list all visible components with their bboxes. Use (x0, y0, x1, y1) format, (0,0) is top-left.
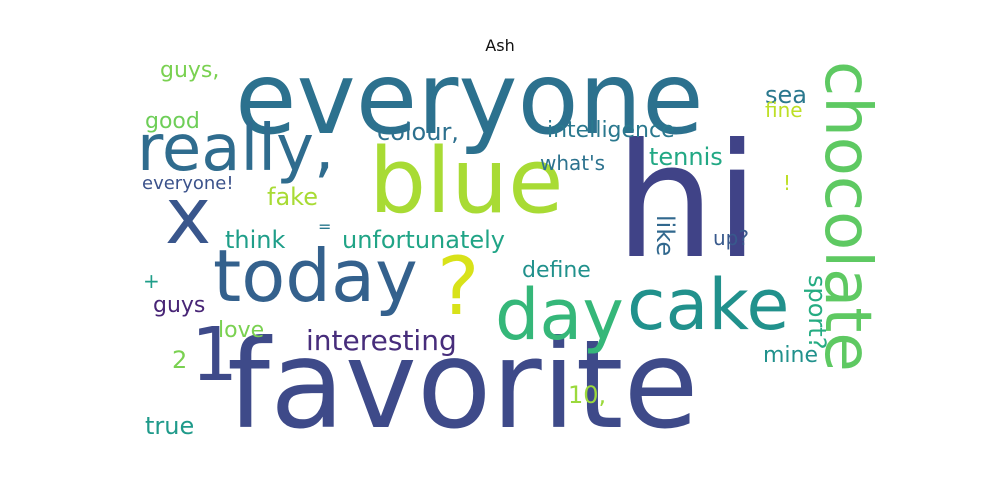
word-like: like (651, 215, 679, 257)
word-cloud: everyone hi favorite chocolate blue toda… (125, 49, 884, 460)
word-everyone-excl: everyone! (142, 173, 234, 194)
word-guys: guys (153, 293, 206, 318)
word-exclamation: ! (783, 171, 792, 195)
word-today: today (213, 234, 418, 318)
chart-title: Ash (485, 36, 515, 55)
word-day: day (495, 274, 624, 356)
word-chocolate: chocolate (810, 61, 884, 372)
word-whats: what's (540, 151, 606, 175)
word-blue: blue (369, 129, 564, 234)
word-colour: colour, (377, 118, 459, 146)
word-10: 10, (568, 381, 607, 409)
word-x: x (165, 172, 212, 262)
word-equals: = (318, 217, 332, 236)
word-plus: + (143, 269, 160, 293)
word-guys-comma: guys, (160, 58, 220, 83)
word-sport: sport? (803, 275, 831, 350)
word-2: 2 (172, 346, 188, 374)
word-mine: mine (763, 343, 819, 368)
word-fake: fake (267, 183, 318, 211)
word-tennis: tennis (649, 143, 723, 171)
word-unfortunately: unfortunately (342, 226, 506, 254)
word-love: love (218, 318, 265, 343)
word-good: good (145, 109, 200, 134)
word-true: true (145, 412, 195, 440)
word-interesting: interesting (306, 324, 457, 357)
word-define: define (522, 258, 591, 283)
word-question: ? (437, 240, 480, 333)
word-1: 1 (191, 312, 239, 398)
word-sea: sea (765, 81, 807, 109)
word-everyone: everyone (235, 40, 704, 157)
word-up: up? (713, 226, 749, 250)
word-really: really, (137, 112, 335, 186)
word-intelligence: intelligence (547, 118, 675, 143)
word-favorite: favorite (227, 314, 699, 456)
word-cake: cake (627, 264, 790, 346)
word-think: think (225, 226, 286, 254)
word-hi: hi (615, 110, 760, 294)
word-fine: fine (765, 98, 803, 122)
